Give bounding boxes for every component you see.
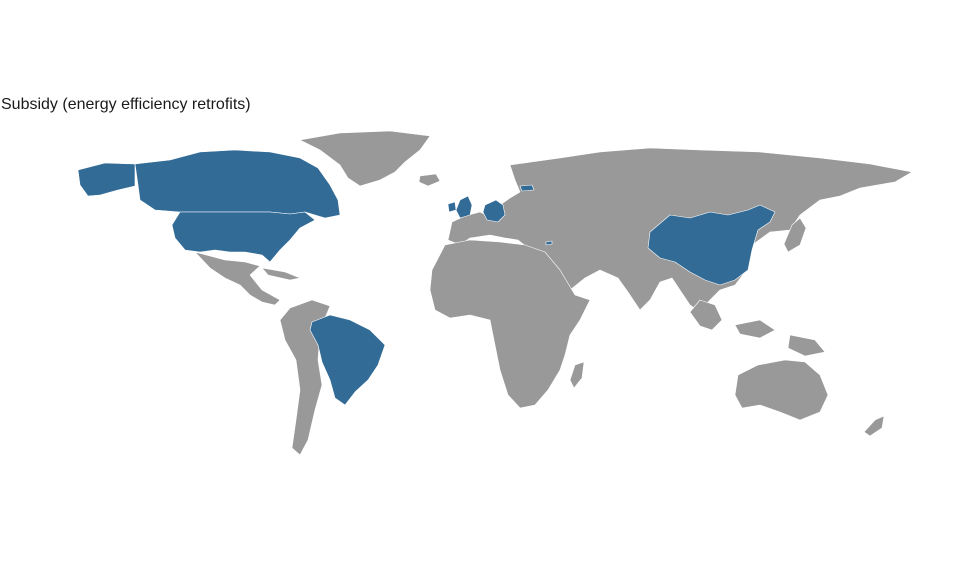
africa-region	[429, 239, 591, 409]
country-brazil	[309, 314, 386, 406]
country-cyprus	[545, 240, 553, 246]
southeast-asia-region	[689, 299, 826, 357]
country-united-states	[171, 211, 316, 263]
highlighted-countries	[134, 149, 776, 406]
new-zealand-region	[863, 415, 885, 437]
japan-region	[783, 217, 807, 253]
country-united-kingdom	[455, 195, 473, 219]
caribbean-region	[261, 267, 301, 281]
country-china	[647, 204, 776, 286]
country-germany	[482, 199, 506, 223]
country-canada	[134, 149, 341, 219]
australia-region	[734, 359, 829, 421]
iceland-region	[418, 173, 441, 187]
alaska-region	[77, 162, 136, 197]
greenland-region	[299, 130, 431, 187]
country-ireland	[447, 201, 457, 213]
madagascar	[569, 361, 585, 389]
map-title: Subsidy (energy efficiency retrofits)	[1, 96, 251, 113]
mexico-central-america-region	[194, 251, 281, 306]
country-latvia	[519, 184, 535, 192]
